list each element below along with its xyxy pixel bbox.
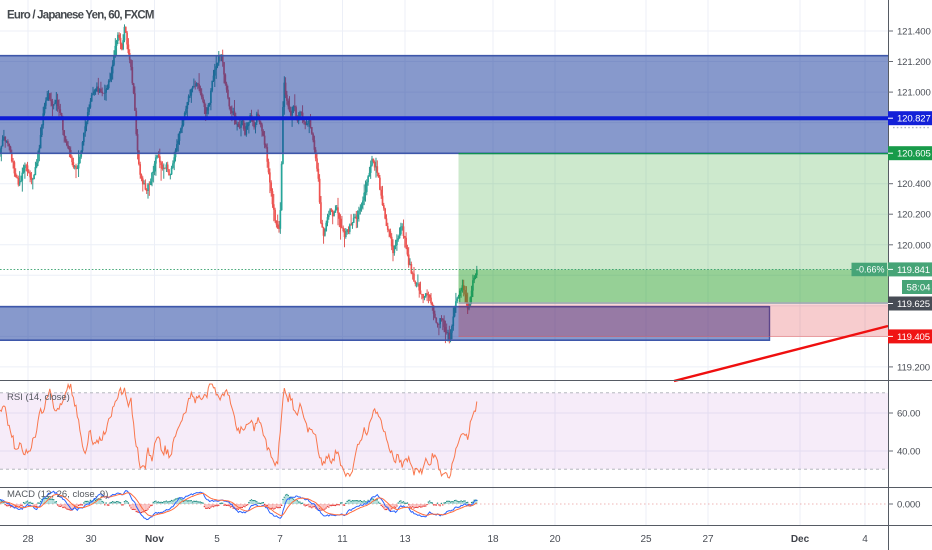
svg-text:30: 30 <box>85 534 97 545</box>
svg-text:-0.66%: -0.66% <box>856 265 885 275</box>
svg-text:120.605: 120.605 <box>897 149 931 160</box>
svg-text:Euro / Japanese Yen, 60, FXCM: Euro / Japanese Yen, 60, FXCM <box>7 10 154 22</box>
svg-text:28: 28 <box>22 534 34 545</box>
svg-text:11: 11 <box>337 534 348 545</box>
svg-text:25: 25 <box>640 534 652 545</box>
svg-text:119.841: 119.841 <box>897 265 930 276</box>
svg-text:120.400: 120.400 <box>897 179 931 190</box>
svg-text:120.200: 120.200 <box>897 210 931 221</box>
svg-text:4: 4 <box>862 534 868 545</box>
svg-text:18: 18 <box>487 534 499 545</box>
svg-text:27: 27 <box>702 534 714 545</box>
svg-text:20: 20 <box>549 534 561 545</box>
svg-text:121.400: 121.400 <box>897 27 931 38</box>
svg-text:120.000: 120.000 <box>897 240 931 251</box>
svg-text:Nov: Nov <box>145 534 164 545</box>
svg-text:MACD (12, 26, close, 9): MACD (12, 26, close, 9) <box>7 489 108 500</box>
svg-text:119.200: 119.200 <box>897 362 930 373</box>
svg-text:121.200: 121.200 <box>897 57 931 68</box>
svg-text:7: 7 <box>277 534 283 545</box>
svg-text:RSI (14, close): RSI (14, close) <box>7 392 70 403</box>
svg-text:60.00: 60.00 <box>897 409 920 420</box>
svg-text:13: 13 <box>399 534 411 545</box>
svg-text:120.827: 120.827 <box>897 114 931 125</box>
svg-text:40.00: 40.00 <box>897 447 920 458</box>
svg-text:0.000: 0.000 <box>897 500 920 511</box>
svg-text:119.625: 119.625 <box>897 299 930 310</box>
svg-text:58:04: 58:04 <box>907 283 932 294</box>
svg-text:121.000: 121.000 <box>897 88 931 99</box>
svg-text:5: 5 <box>214 534 220 545</box>
svg-text:119.405: 119.405 <box>897 332 930 343</box>
svg-text:Dec: Dec <box>791 534 810 545</box>
